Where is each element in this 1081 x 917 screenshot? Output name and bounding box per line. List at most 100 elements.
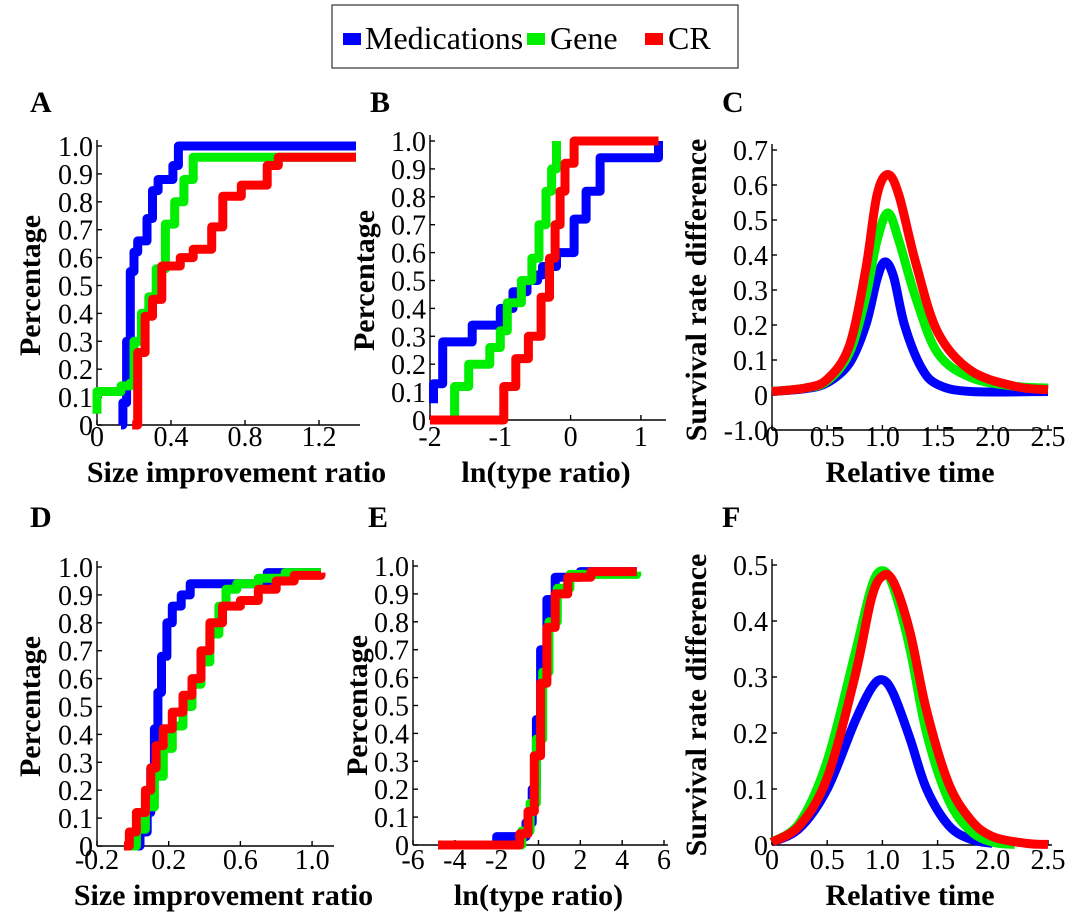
y-tick-label-d: 0.6 <box>58 665 93 696</box>
y-tick-label-a: 1.0 <box>58 132 93 163</box>
panel-f: F 0 0.1 0.2 0.3 0.4 0.5 0 0.5 1.0 1.5 2.0 2.5 Relativ… <box>680 501 1066 912</box>
y-tick-label-c: -1.0 <box>724 416 768 447</box>
x-tick-label-e: -4 <box>443 845 466 876</box>
y-tick-label-a: 0.6 <box>58 244 93 275</box>
x-tick-label-f: 1.0 <box>865 845 900 876</box>
panel-e: E00.10.20.30.40.50.60.70.80.91.0-6 -4 -2 0 2… <box>341 501 671 912</box>
y-tick-label-e: 0 <box>395 831 409 862</box>
x-tick-label-c: 2.0 <box>975 422 1010 453</box>
series-cr-f <box>769 569 1049 849</box>
series-gene-f <box>769 566 1016 849</box>
x-tick-label-f: 2.0 <box>975 845 1010 876</box>
x-tick-label-e: 2 <box>573 845 587 876</box>
y-tick-label-b: 0.3 <box>391 322 426 353</box>
y-tick-label-c: 0.5 <box>733 206 768 237</box>
y-tick-label-e: 0.7 <box>374 636 409 667</box>
x-tick-label-d: 0.6 <box>223 845 258 876</box>
y-tick-label-b: 1.0 <box>391 127 426 158</box>
legend-label-cr: CR <box>668 20 711 56</box>
x-tick-label-a: 1.2 <box>302 422 337 453</box>
legend-swatch-cr <box>645 33 663 45</box>
x-tick-label-c: 0.5 <box>810 422 845 453</box>
x-tick-label-d: 0.2 <box>151 845 186 876</box>
panel-label-d: D <box>30 501 52 534</box>
y-tick-label-c: 0.4 <box>733 241 768 272</box>
y-tick-label-d: 1.0 <box>58 553 93 584</box>
series-cr-c <box>771 170 1049 396</box>
legend-swatch-medications <box>343 33 361 45</box>
x-tick-label-a: 0.8 <box>228 422 263 453</box>
series-gene-a <box>92 152 356 414</box>
y-axis-label-c: Survival rate difference <box>680 139 713 442</box>
y-tick-label-b: 0.6 <box>391 239 426 270</box>
y-tick-label-e: 0.2 <box>374 775 409 806</box>
x-tick-label-c: 1.5 <box>920 422 955 453</box>
series-medications-a <box>118 141 356 430</box>
panel-label-e: E <box>368 501 388 534</box>
y-tick-label-c: 0.2 <box>733 311 768 342</box>
series-cr-b <box>430 136 659 425</box>
y-tick-label-c: 0.7 <box>733 136 768 167</box>
y-tick-label-b: 0.8 <box>391 183 426 214</box>
series-medications-b <box>429 141 663 404</box>
x-tick-label-e: -2 <box>485 845 508 876</box>
y-tick-label-b: 0.5 <box>391 267 426 298</box>
y-tick-label-b: 0 <box>412 406 426 437</box>
x-axis-label-b: ln(type ratio) <box>461 456 630 489</box>
x-tick-label-e: 4 <box>615 845 629 876</box>
y-tick-label-f: 0.2 <box>733 719 768 750</box>
x-tick-label-b: 0 <box>564 422 578 453</box>
y-tick-label-b: 0.9 <box>391 155 426 186</box>
y-tick-label-f: 0 <box>754 831 768 862</box>
x-tick-label-b: -1 <box>489 422 512 453</box>
y-tick-label-b: 0.4 <box>391 294 426 325</box>
x-tick-label-a: 0.4 <box>154 422 189 453</box>
y-tick-label-a: 0.5 <box>58 272 93 303</box>
panel-d: D00.10.20.30.40.50.60.70.80.91.0-0.2 0.2 0… <box>14 501 373 912</box>
panel-label-b: B <box>370 86 390 119</box>
panels: A00.10.20.30.40.50.60.70.80.91.00 0.4 0.8 1… <box>14 86 1066 912</box>
x-tick-label-c: 0 <box>765 422 779 453</box>
y-tick-label-d: 0 <box>79 832 93 863</box>
x-tick-label-f: 0 <box>765 845 779 876</box>
x-tick-label-c: 1.0 <box>865 422 900 453</box>
y-tick-label-e: 0.9 <box>374 580 409 611</box>
x-axis-label-a: Size improvement ratio <box>87 456 386 489</box>
y-tick-label-e: 0.4 <box>374 719 409 750</box>
y-tick-label-e: 0.5 <box>374 692 409 723</box>
y-tick-label-e: 1.0 <box>374 552 409 583</box>
y-tick-label-e: 0.8 <box>374 608 409 639</box>
legend: Medications Gene CR <box>331 4 739 69</box>
panel-label-c: C <box>722 86 744 119</box>
y-tick-label-c: 0.1 <box>733 346 768 377</box>
y-tick-label-d: 0.4 <box>58 720 93 751</box>
x-tick-label-b: -2 <box>418 422 441 453</box>
y-tick-label-a: 0.4 <box>58 299 93 330</box>
y-axis-label-a: Percentage <box>14 215 47 356</box>
y-tick-label-a: 0.1 <box>58 383 93 414</box>
panel-label-a: A <box>30 86 52 119</box>
y-tick-label-a: 0.2 <box>58 355 93 386</box>
series-cr-a <box>132 152 356 430</box>
y-tick-label-d: 0.2 <box>58 776 93 807</box>
x-axis-label-d: Size improvement ratio <box>74 879 373 912</box>
series-gene-b <box>447 141 561 425</box>
x-axis-label-e: ln(type ratio) <box>454 879 623 912</box>
y-tick-label-d: 0.1 <box>58 804 93 835</box>
y-tick-label-f: 0.3 <box>733 663 768 694</box>
y-tick-label-a: 0.9 <box>58 160 93 191</box>
y-tick-label-f: 0.4 <box>733 607 768 638</box>
panel-b: B00.10.20.30.40.50.60.70.80.91.0-2 -1 0 1ln… <box>348 86 666 489</box>
x-tick-label-e: -6 <box>401 845 424 876</box>
y-tick-label-a: 0.3 <box>58 327 93 358</box>
y-tick-label-a: 0.7 <box>58 216 93 247</box>
x-tick-label-b: 1 <box>634 422 648 453</box>
panel-a: A00.10.20.30.40.50.60.70.80.91.00 0.4 0.8 1… <box>14 86 386 489</box>
panel-label-f: F <box>722 501 740 534</box>
y-tick-label-e: 0.6 <box>374 664 409 695</box>
panel-c: C-1.000.10.20.30.40.50.60.70 0.5 1.0 1.5 2.0… <box>680 86 1066 489</box>
series-cr-d <box>123 570 326 851</box>
y-tick-label-a: 0.8 <box>58 188 93 219</box>
y-axis-label-e: Percentage <box>341 635 374 776</box>
